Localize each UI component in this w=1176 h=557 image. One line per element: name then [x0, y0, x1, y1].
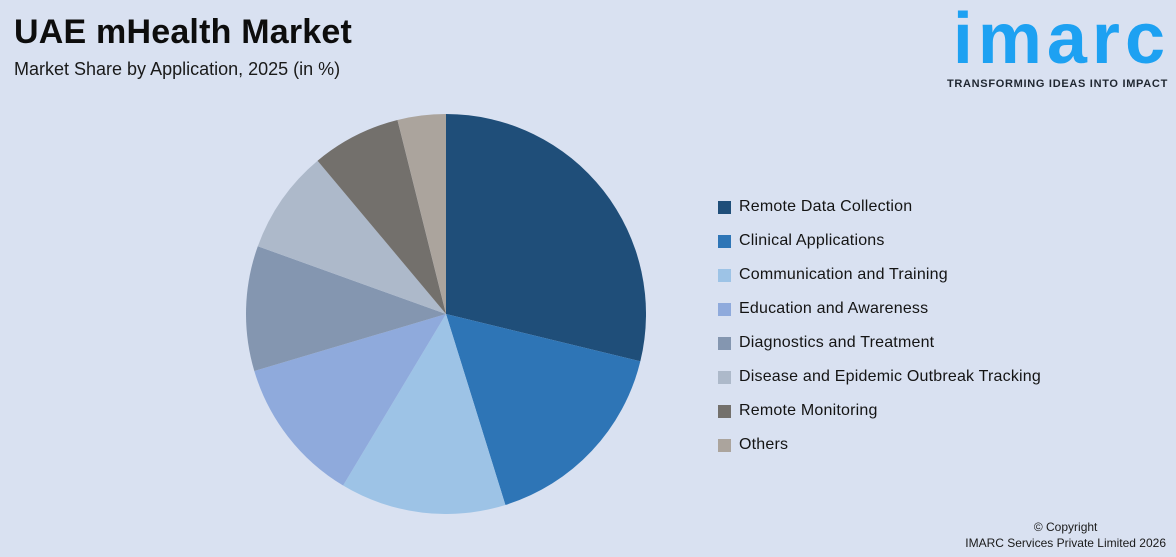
pie-chart	[246, 114, 647, 515]
page-subtitle: Market Share by Application, 2025 (in %)	[14, 59, 341, 80]
legend-label: Communication and Training	[739, 266, 948, 283]
legend-label: Remote Data Collection	[739, 198, 913, 215]
pie-chart-container	[246, 114, 647, 515]
legend-label: Remote Monitoring	[739, 402, 878, 419]
copyright-line-2: IMARC Services Private Limited 2026	[965, 535, 1166, 550]
legend-swatch	[718, 268, 731, 282]
header: UAE mHealth Market Market Share by Appli…	[14, 13, 353, 80]
legend-swatch	[718, 438, 731, 452]
legend: Remote Data Collection Clinical Applicati…	[718, 195, 1041, 457]
imarc-logo: imarc TRANSFORMING IDEAS INTO IMPACT	[932, 0, 1172, 90]
pie-slice-4	[246, 246, 446, 371]
pie-slice-6	[317, 119, 446, 314]
legend-label: Education and Awareness	[739, 300, 929, 317]
pie-slice-1	[446, 314, 641, 505]
legend-label: Disease and Epidemic Outbreak Tracking	[739, 368, 1041, 385]
page-title: UAE mHealth Market	[14, 13, 353, 51]
legend-item-7: Others	[718, 433, 1041, 457]
pie-slice-5	[257, 160, 446, 314]
legend-item-3: Education and Awareness	[718, 297, 1041, 321]
pie-slice-0	[446, 114, 647, 362]
legend-label: Diagnostics and Treatment	[739, 334, 935, 351]
legend-item-6: Remote Monitoring	[718, 399, 1041, 423]
legend-swatch	[718, 200, 731, 214]
legend-item-0: Remote Data Collection	[718, 195, 1041, 219]
legend-swatch	[718, 336, 731, 350]
pie-slice-2	[343, 314, 506, 515]
imarc-logo-tagline: TRANSFORMING IDEAS INTO IMPACT	[946, 77, 1168, 90]
legend-swatch	[718, 302, 731, 316]
legend-swatch	[718, 234, 731, 248]
imarc-logo-wordmark: imarc	[952, 0, 1170, 79]
legend-swatch	[718, 370, 731, 384]
legend-item-1: Clinical Applications	[718, 229, 1041, 253]
copyright-notice: © Copyright IMARC Services Private Limit…	[965, 519, 1166, 551]
copyright-line-1: © Copyright	[1033, 519, 1098, 534]
legend-label: Others	[739, 436, 789, 453]
pie-slice-3	[254, 314, 446, 486]
legend-swatch	[718, 404, 731, 418]
legend-item-5: Disease and Epidemic Outbreak Tracking	[718, 365, 1041, 389]
legend-label: Clinical Applications	[739, 232, 885, 249]
legend-item-4: Diagnostics and Treatment	[718, 331, 1041, 355]
legend-item-2: Communication and Training	[718, 263, 1041, 287]
pie-slice-7	[397, 114, 446, 314]
